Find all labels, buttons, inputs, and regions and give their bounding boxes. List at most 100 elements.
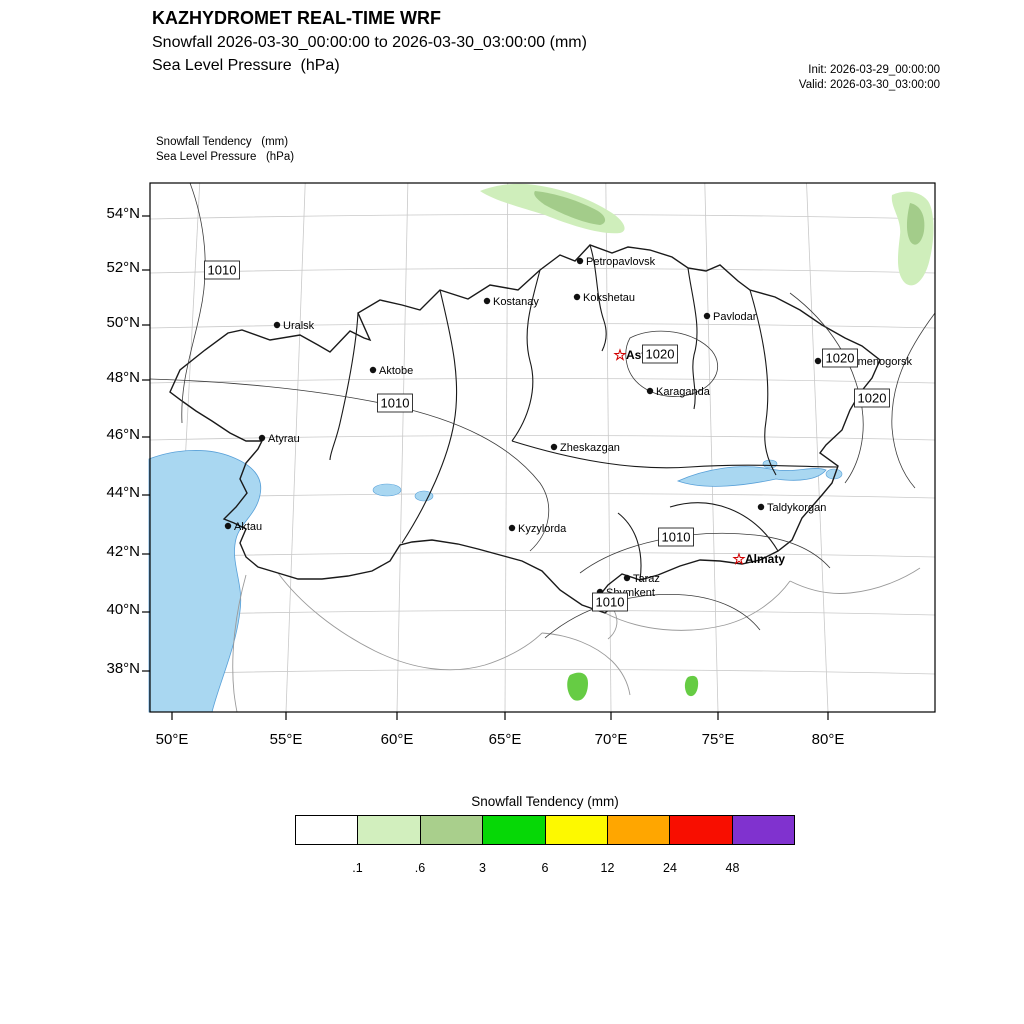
colorbar-swatch-7 xyxy=(732,816,794,844)
lon-axis-label: 80°E xyxy=(811,731,845,748)
colorbar-tick-label: .6 xyxy=(414,861,426,875)
axis-ticks xyxy=(142,215,829,720)
city-label: Karaganda xyxy=(656,386,711,398)
pressure-label: 1010 xyxy=(592,592,628,612)
colorbar-swatch-4 xyxy=(545,816,608,844)
map-legend-pressure: Sea Level Pressure (hPa) xyxy=(156,151,295,163)
pressure-value: 1020 xyxy=(646,347,675,362)
pressure-label: 1020 xyxy=(642,344,678,364)
city-aktobe: Aktobe xyxy=(369,365,413,377)
lat-axis-label: 40°N xyxy=(106,601,140,618)
pressure-label: 1020 xyxy=(854,388,890,408)
oblast-border xyxy=(511,269,541,442)
city-label: Pavlodar xyxy=(713,311,757,323)
city-almaty: ☆ Almaty xyxy=(732,551,785,568)
colorbar-tick-label: 48 xyxy=(725,861,740,875)
snowfall-area-bright xyxy=(684,675,699,697)
city-dot-icon xyxy=(646,387,654,395)
pressure-value: 1010 xyxy=(596,595,625,610)
water-and-snowfall-fills xyxy=(148,183,934,713)
city-label: Taldykorgan xyxy=(767,502,826,514)
colorbar-swatch-0 xyxy=(296,816,359,844)
pressure-label: 1020 xyxy=(822,348,858,368)
kazakhstan-borders xyxy=(169,244,881,614)
city-taraz: Taraz xyxy=(623,573,660,585)
city-petropavlovsk: Petropavlovsk xyxy=(576,256,656,268)
colorbar-swatch-3 xyxy=(483,816,546,844)
lon-axis-label: 50°E xyxy=(155,731,189,748)
colorbar-swatch-5 xyxy=(607,816,671,844)
graticule-grid xyxy=(149,182,936,713)
lat-axis-label: 42°N xyxy=(106,543,140,560)
pressure-value: 1020 xyxy=(826,351,855,366)
colorbar-tick-label: 3 xyxy=(479,861,486,875)
oblast-border xyxy=(401,289,458,544)
city-dot-icon xyxy=(576,257,584,265)
city-dot-icon xyxy=(273,321,281,329)
city-kyzylorda: Kyzylorda xyxy=(508,523,567,535)
map-legend-snowfall: Snowfall Tendency (mm) xyxy=(156,136,289,148)
star-marker-icon: ☆ xyxy=(613,347,627,364)
city-label: Uralsk xyxy=(283,320,315,332)
pressure-value: 1010 xyxy=(662,530,691,545)
city-dot-icon xyxy=(573,293,581,301)
lat-axis-label: 50°N xyxy=(106,314,140,331)
city-dot-icon xyxy=(483,297,491,305)
colorbar-swatch-2 xyxy=(420,816,484,844)
snowfall-area-bright xyxy=(567,672,588,701)
lat-axis-label: 38°N xyxy=(106,660,140,677)
lat-axis-label: 54°N xyxy=(106,205,140,222)
city-pavlodar: Pavlodar xyxy=(703,311,757,323)
colorbar-swatch-6 xyxy=(670,816,733,844)
city-dot-icon xyxy=(258,434,266,442)
oblast-border xyxy=(511,440,839,469)
city-aktau: Aktau xyxy=(224,521,262,533)
lat-axis-label: 48°N xyxy=(106,369,140,386)
colorbar-swatch-1 xyxy=(358,816,421,844)
pressure-value: 1020 xyxy=(858,391,887,406)
subtitle-pressure: Sea Level Pressure (hPa) xyxy=(152,57,340,74)
model-run-info: Init: 2026-03-29_00:00:00 Valid: 2026-03… xyxy=(700,63,940,93)
city-kostanay: Kostanay xyxy=(483,296,539,308)
pressure-value: 1010 xyxy=(381,396,410,411)
city-dot-icon xyxy=(550,443,558,451)
oblast-border xyxy=(669,502,779,552)
lat-axis-label: 44°N xyxy=(106,484,140,501)
colorbar-title: Snowfall Tendency (mm) xyxy=(471,794,619,809)
city-dot-icon xyxy=(508,524,516,532)
oblast-border xyxy=(617,512,642,581)
colorbar-tick-labels: .1 .6 3 6 12 24 48 xyxy=(295,861,795,877)
pressure-value: 1010 xyxy=(208,263,237,278)
cities-layer: Petropavlovsk Kostanay Kokshetau Pavlodar Ur… xyxy=(224,256,913,599)
city-label: Taraz xyxy=(633,573,660,585)
city-label: Kokshetau xyxy=(583,292,635,304)
city-uralsk: Uralsk xyxy=(273,320,315,332)
subtitle-snowfall: Snowfall 2026-03-30_00:00:00 to 2026-03-… xyxy=(152,34,587,51)
colorbar-tick-label: 6 xyxy=(541,861,549,875)
small-lake xyxy=(372,483,402,497)
weather-map: Petropavlovsk Kostanay Kokshetau Pavlodar Ur… xyxy=(142,182,936,720)
lon-axis-label: 65°E xyxy=(488,731,522,748)
city-atyrau: Atyrau xyxy=(258,433,300,445)
valid-time: Valid: 2026-03-30_03:00:00 xyxy=(798,79,940,91)
oblast-border xyxy=(589,244,607,352)
pressure-label: 1010 xyxy=(204,260,240,280)
lat-axis-label: 46°N xyxy=(106,426,140,443)
colorbar-tick-label: .1 xyxy=(352,861,363,875)
city-dot-icon xyxy=(757,503,765,511)
city-dot-icon xyxy=(703,312,711,320)
oblast-border xyxy=(749,289,777,476)
city-kokshetau: Kokshetau xyxy=(573,292,635,304)
city-taldykorgan: Taldykorgan xyxy=(757,502,826,514)
city-dot-icon xyxy=(814,357,822,365)
page-title: KAZHYDROMET REAL-TIME WRF xyxy=(152,8,441,28)
star-marker-icon: ☆ xyxy=(732,551,746,568)
colorbar-tick-label: 12 xyxy=(600,861,615,875)
pressure-label: 1010 xyxy=(658,527,694,547)
caspian-sea xyxy=(148,450,262,713)
lon-axis-label: 70°E xyxy=(594,731,628,748)
city-label: Aktobe xyxy=(379,365,413,377)
city-dot-icon xyxy=(369,366,377,374)
city-label: Kostanay xyxy=(493,296,539,308)
